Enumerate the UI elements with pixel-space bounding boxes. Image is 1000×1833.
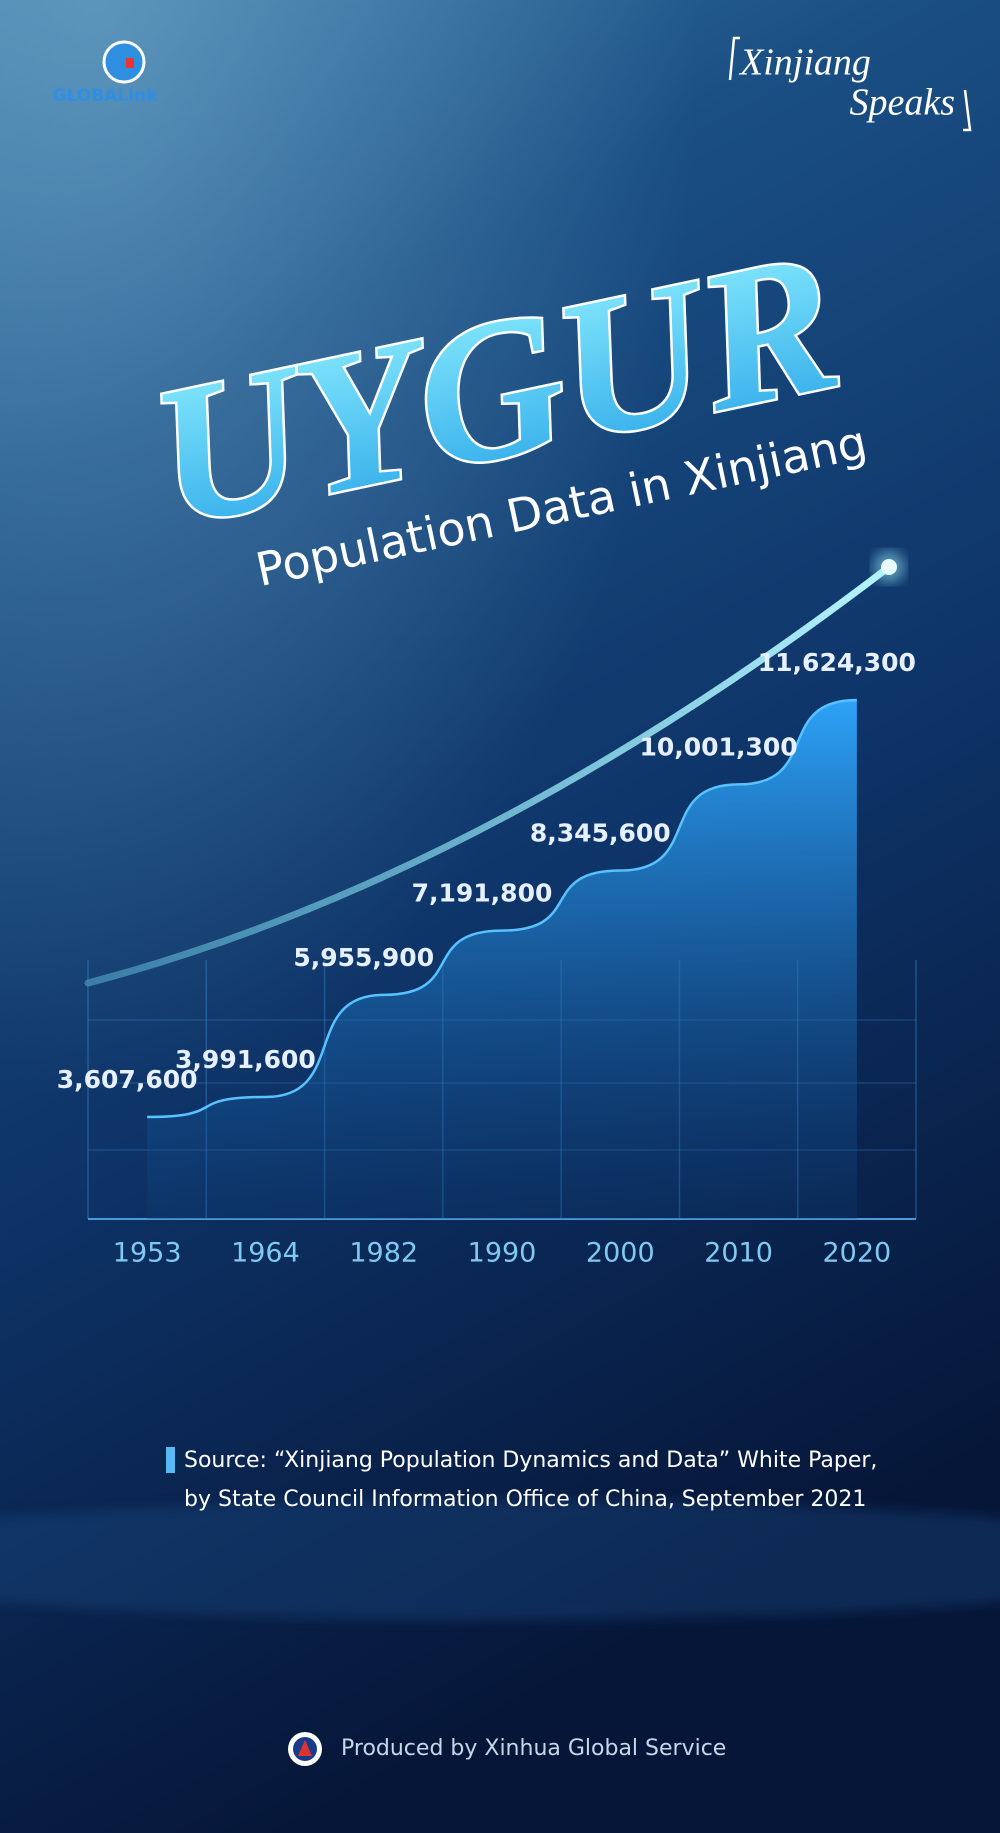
brand-bracket: [728, 36, 972, 132]
value-label: 5,955,900: [293, 943, 434, 972]
brand-title-line: Speaks: [849, 82, 955, 124]
value-label: 3,607,600: [57, 1065, 198, 1094]
x-tick-label: 2020: [822, 1238, 891, 1269]
credit-text: Produced by Xinhua Global Service: [341, 1736, 726, 1761]
x-tick-label: 1990: [468, 1238, 537, 1269]
trend-dot: [881, 559, 897, 575]
source-marker: [166, 1447, 175, 1473]
source-text: by State Council Information Office of C…: [184, 1487, 866, 1512]
area-edge: [147, 698, 857, 1119]
logo-icon-accent: [126, 58, 134, 68]
horizon-glow: [0, 1500, 1000, 1620]
x-tick-label: 1964: [231, 1238, 300, 1269]
value-label: 10,001,300: [639, 732, 797, 761]
x-tick-label: 1953: [113, 1238, 182, 1269]
brand-title-line: Xinjiang: [738, 42, 871, 84]
source-text: Source: “Xinjiang Population Dynamics an…: [184, 1448, 877, 1473]
value-label: 7,191,800: [412, 879, 553, 908]
credit-icon-mark: [298, 1740, 312, 1756]
value-label: 3,991,600: [175, 1045, 316, 1074]
trend-curve: [84, 563, 893, 987]
x-tick-label: 2000: [586, 1238, 655, 1269]
value-label: 8,345,600: [530, 819, 671, 848]
logo-icon: [102, 40, 146, 84]
x-tick-label: 2010: [704, 1238, 773, 1269]
logo-text: GLOBALink: [53, 86, 159, 106]
x-tick-label: 1982: [349, 1238, 418, 1269]
value-label: 11,624,300: [758, 648, 916, 677]
